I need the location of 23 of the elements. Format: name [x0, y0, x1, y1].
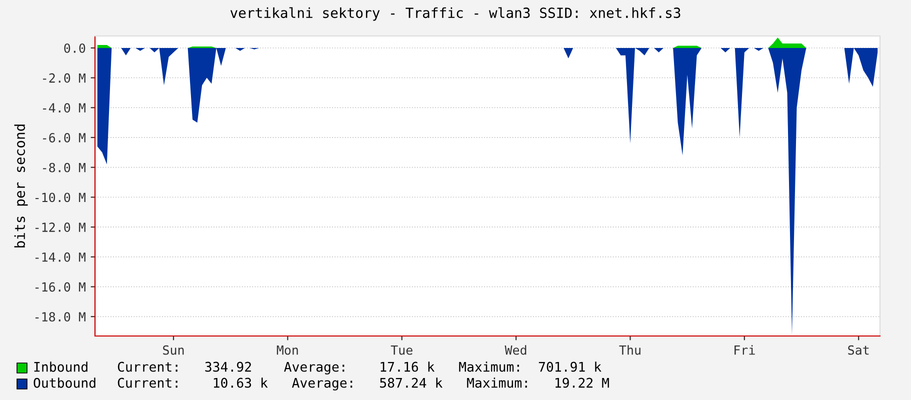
legend-label: Inbound	[34, 362, 88, 372]
y-tick-label: -10.0 M	[35, 192, 86, 202]
y-tick-label: -12.0 M	[35, 222, 86, 232]
x-tick-label: Sun	[163, 345, 184, 355]
x-tick-label: Fri	[734, 345, 755, 355]
chart-title: vertikalni sektory - Traffic - wlan3 SSID: xnet.hkf.s3	[230, 7, 680, 21]
x-tick-label: Wed	[504, 345, 526, 355]
x-tick-label: Mon	[276, 345, 298, 355]
y-tick-label: -18.0 M	[35, 312, 86, 322]
y-tick-label: -8.0 M	[42, 162, 86, 172]
y-tick-label: -16.0 M	[35, 282, 86, 292]
y-tick-label: 0.0	[64, 43, 86, 53]
text: Current: 10.63 k Average: 587.24 k Maximum: 19.22 M	[118, 378, 609, 390]
y-tick-label: -6.0 M	[42, 132, 86, 142]
x-tick-label: Sat	[848, 345, 869, 355]
y-axis-title: bits per second	[14, 124, 28, 248]
text: Current: 334.92 Average: 17.16 k Maximum: 701.91 k	[118, 362, 602, 374]
y-tick-label: -4.0 M	[42, 103, 86, 113]
legend-label: Outbound	[34, 378, 96, 388]
y-tick-label: -14.0 M	[35, 252, 86, 262]
x-tick-label: Tue	[390, 345, 412, 355]
y-tick-label: -2.0 M	[42, 73, 86, 83]
x-tick-label: Thu	[619, 345, 640, 355]
